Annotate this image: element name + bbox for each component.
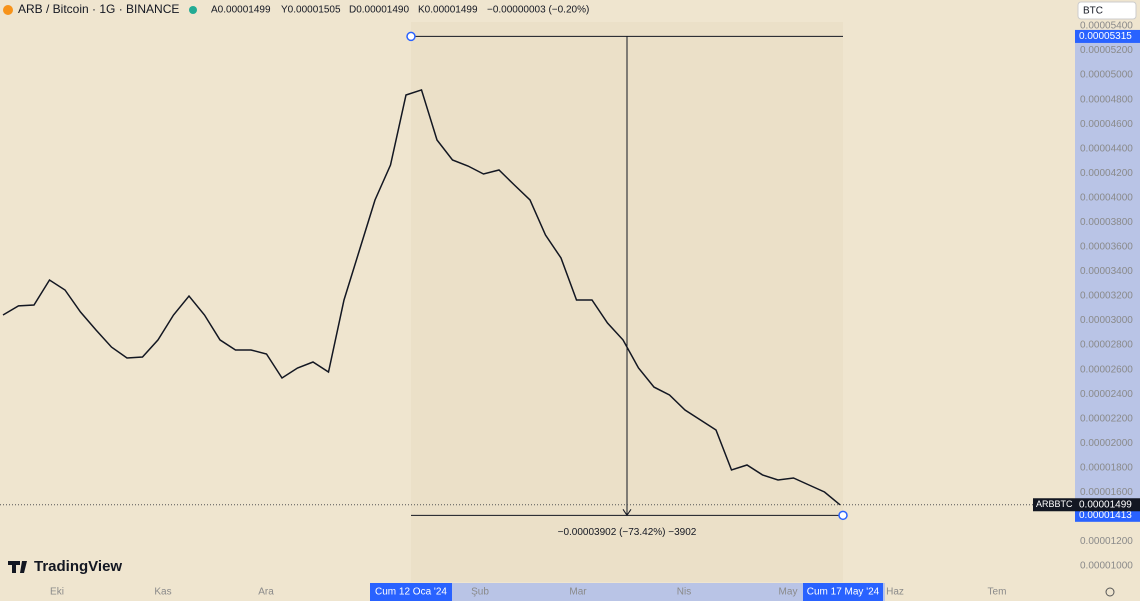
y-tick-label: 0.00002400 — [1080, 389, 1133, 400]
brand-logo — [8, 561, 27, 573]
y-tick-label: 0.00001800 — [1080, 462, 1133, 473]
range-start-box — [370, 583, 452, 601]
time-range-highlight — [370, 583, 885, 601]
y-tick-label: 0.00003800 — [1080, 217, 1133, 228]
x-tick-label: Mar — [569, 587, 587, 598]
plot: 0.00005400 0.00005200 0.00005000 0.00004800… — [0, 21, 1140, 601]
handle-end — [838, 510, 848, 521]
symbol-icon — [3, 5, 13, 15]
x-tick-label: Nis — [677, 587, 691, 598]
ohlc-change: −0.00000003 (−0.20%) — [487, 5, 589, 16]
y-tick-label: 0.00002000 — [1080, 438, 1133, 449]
y-tick-label: 0.00001600 — [1080, 487, 1133, 498]
x-tick-label: Haz — [886, 587, 904, 598]
ohlc-close: K0.00001499 — [418, 5, 478, 16]
range-high-label-box — [1075, 29, 1140, 43]
ohlc-low: D0.00001490 — [349, 5, 409, 16]
currency-button[interactable] — [1077, 1, 1137, 20]
measure-label: −0.00003902 (−73.42%) −3902 — [558, 527, 697, 538]
y-tick-label: 0.00004800 — [1080, 94, 1133, 105]
symbol-title: ARB / Bitcoin · 1G · BINANCE — [18, 2, 179, 16]
handle-start — [406, 31, 416, 42]
last-symbol: ARBBTC — [1036, 499, 1073, 509]
x-tick-label: May — [779, 587, 798, 598]
arrow-head — [622, 509, 632, 517]
y-tick-label: 0.00001200 — [1080, 536, 1133, 547]
range-end-box — [803, 583, 883, 601]
brand-name: TradingView — [34, 558, 122, 575]
y-tick-label: 0.00003600 — [1080, 242, 1133, 253]
y-tick-label: 0.00003200 — [1080, 291, 1133, 302]
currency-label[interactable]: BTC — [1083, 6, 1103, 17]
x-tick-label: Kas — [154, 587, 171, 598]
y-tick-label: 0.00004600 — [1080, 119, 1133, 130]
y-tick-label: 0.00004000 — [1080, 192, 1133, 203]
x-tick-label: Şub — [471, 587, 489, 598]
range-low-label-box — [1075, 508, 1140, 522]
x-tick-label: Ara — [258, 587, 274, 598]
last-price-label: 0.00001499 — [1079, 499, 1132, 510]
price-line — [2, 88, 841, 506]
y-tick-label: 0.00003400 — [1080, 266, 1133, 277]
y-tick-label: 0.00002800 — [1080, 340, 1133, 351]
y-tick-label: 0.00003000 — [1080, 315, 1133, 326]
status-dot — [189, 6, 197, 14]
y-tick-label: 0.00005200 — [1080, 45, 1133, 56]
range-end-label: Cum 17 May '24 — [807, 587, 880, 598]
x-tick-label: Tem — [988, 587, 1007, 598]
settings-icon[interactable] — [1105, 587, 1115, 597]
y-tick-label: 0.00005400 — [1080, 21, 1133, 32]
range-start-label: Cum 12 Oca '24 — [375, 587, 447, 598]
range-high-label: 0.00005315 — [1079, 31, 1132, 42]
y-tick-label: 0.00005000 — [1080, 70, 1133, 81]
last-symbol-box — [1033, 498, 1075, 512]
y-tick-label: 0.00004400 — [1080, 143, 1133, 154]
ohlc-high: Y0.00001505 — [281, 5, 341, 16]
y-tick-label: 0.00002200 — [1080, 413, 1133, 424]
last-price-label-box — [1075, 498, 1140, 512]
y-tick-label: 0.00004200 — [1080, 168, 1133, 179]
ohlc-open: A0.00001499 — [211, 5, 271, 16]
range-low-label: 0.00001413 — [1079, 510, 1132, 521]
y-tick-label: 0.00001000 — [1080, 561, 1133, 572]
price-range-highlight — [1075, 38, 1140, 516]
x-tick-label: Eki — [50, 587, 64, 598]
y-tick-label: 0.00002600 — [1080, 364, 1133, 375]
